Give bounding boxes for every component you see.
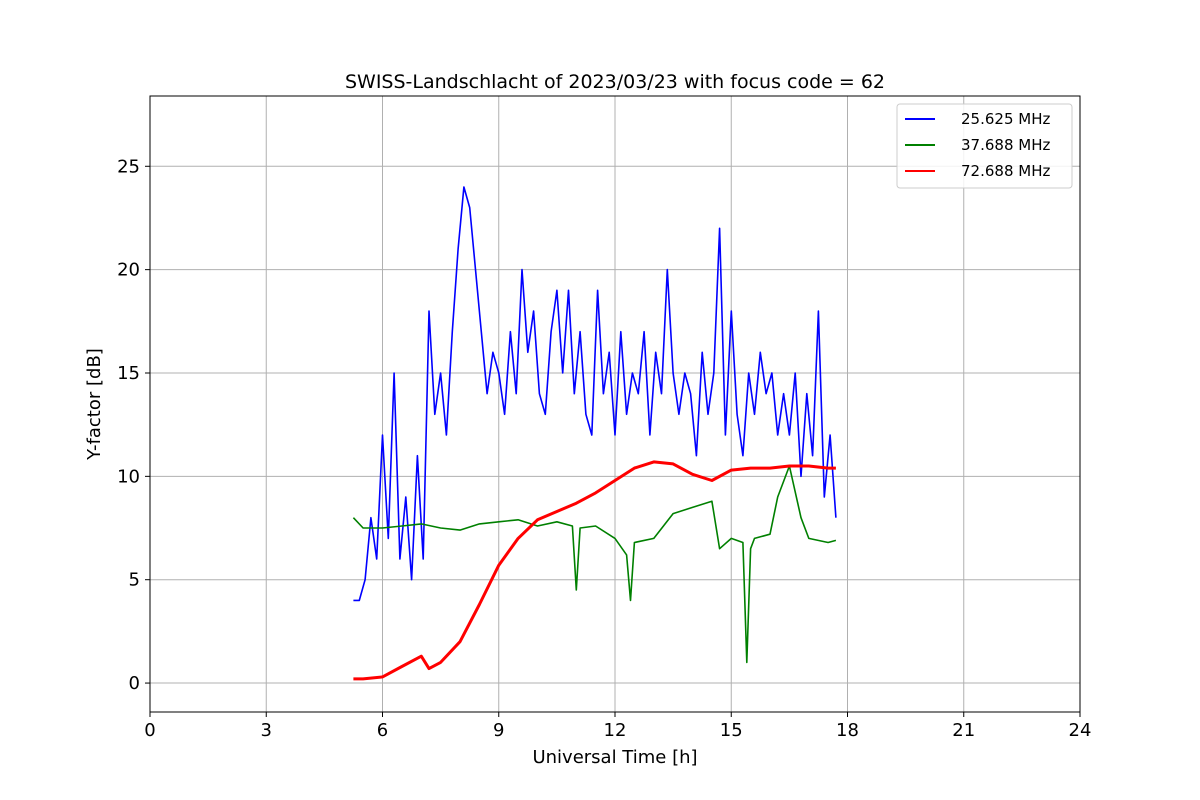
y-tick-label: 10 <box>117 466 140 487</box>
x-tick-label: 15 <box>720 720 743 741</box>
legend: 25.625 MHz 37.688 MHz 72.688 MHz <box>896 103 1073 189</box>
y-tick-label: 5 <box>129 570 140 591</box>
y-tick-label: 20 <box>117 260 140 281</box>
x-tick-label: 12 <box>604 720 627 741</box>
legend-entry-label: 25.625 MHz <box>961 110 1050 128</box>
x-tick-label: 3 <box>261 720 272 741</box>
series-line-1 <box>353 186 837 602</box>
chart-title: SWISS-Landschlacht of 2023/03/23 with fo… <box>345 71 885 93</box>
x-tick-label: 21 <box>952 720 975 741</box>
x-tick-label: 18 <box>836 720 859 741</box>
x-axis-label: Universal Time [h] <box>532 747 697 768</box>
x-tick-label: 24 <box>1069 720 1092 741</box>
legend-entry-label: 37.688 MHz <box>961 136 1050 154</box>
legend-box <box>896 103 1073 189</box>
legend-entry-label: 72.688 MHz <box>961 162 1050 180</box>
x-tick-label: 0 <box>144 720 155 741</box>
series-line-2 <box>352 465 837 664</box>
y-tick-label: 15 <box>117 363 140 384</box>
series-line-3 <box>353 460 836 681</box>
x-tick-label: 9 <box>493 720 504 741</box>
y-tick-label: 25 <box>117 156 140 177</box>
y-axis-label: Y-factor [dB] <box>84 348 105 461</box>
series-lines <box>352 186 837 681</box>
x-tick-label: 6 <box>377 720 388 741</box>
y-tick-label: 0 <box>129 673 140 694</box>
axis-ticks: 0 3 6 9 12 15 18 21 24 0 5 10 15 20 25 <box>117 156 1091 741</box>
